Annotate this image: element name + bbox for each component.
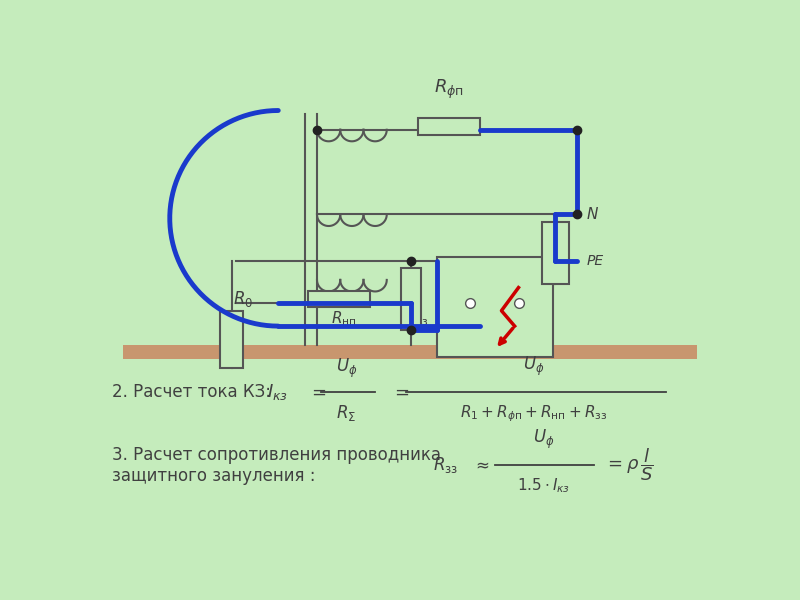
Text: $R_{\text{нп}}$: $R_{\text{нп}}$: [331, 309, 357, 328]
Text: $R_{\phi\text{п}}$: $R_{\phi\text{п}}$: [434, 78, 464, 101]
Text: $R_{\text{зз}}$: $R_{\text{зз}}$: [405, 309, 428, 328]
Bar: [542, 222, 569, 284]
Bar: [123, 346, 697, 359]
Bar: [220, 311, 243, 368]
Text: $R_{\Sigma}$: $R_{\Sigma}$: [336, 403, 357, 423]
Text: $R_0$: $R_0$: [234, 289, 254, 309]
Bar: [401, 268, 421, 330]
Text: $R_{\text{зз}}$: $R_{\text{зз}}$: [434, 455, 458, 475]
Text: $1.5 \cdot I_{\kappa з}$: $1.5 \cdot I_{\kappa з}$: [517, 476, 570, 495]
Text: PE: PE: [586, 254, 604, 268]
Text: $U_{\phi}$: $U_{\phi}$: [523, 355, 545, 379]
Text: $U_{\phi}$: $U_{\phi}$: [533, 428, 554, 451]
Text: 3. Расчет сопротивления проводника: 3. Расчет сопротивления проводника: [112, 446, 441, 464]
Bar: [437, 257, 554, 357]
Text: N: N: [586, 207, 598, 222]
Bar: [418, 118, 480, 135]
Text: $=$: $=$: [308, 383, 326, 401]
Text: 2. Расчет тока КЗ:: 2. Расчет тока КЗ:: [112, 383, 270, 401]
Text: $R_1 + R_{\phi\text{п}} + R_{\text{нп}} + R_{\text{зз}}$: $R_1 + R_{\phi\text{п}} + R_{\text{нп}} …: [460, 403, 608, 424]
Text: защитного зануления :: защитного зануления :: [112, 467, 315, 485]
Text: $U_{\phi}$: $U_{\phi}$: [336, 357, 357, 380]
Text: $\approx$: $\approx$: [472, 456, 490, 474]
Text: $=$: $=$: [390, 383, 410, 401]
Bar: [308, 292, 370, 307]
Text: $I_{\kappa з}$: $I_{\kappa з}$: [266, 382, 287, 401]
Text: $= \rho \, \dfrac{l}{S}$: $= \rho \, \dfrac{l}{S}$: [604, 446, 654, 483]
